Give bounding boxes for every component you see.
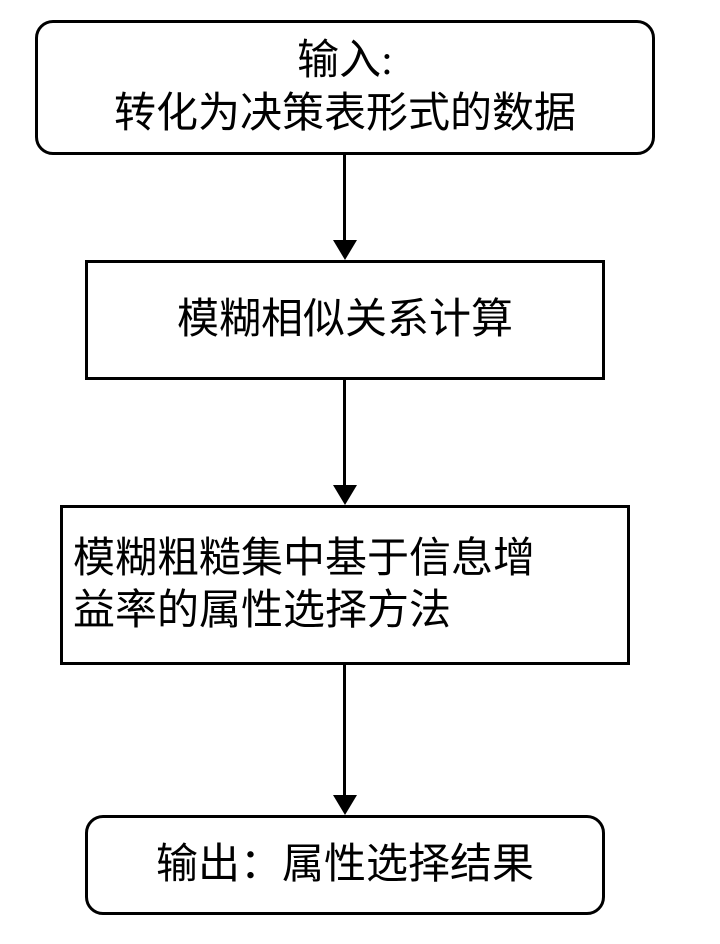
node-text-line1: 模糊粗糙集中基于信息增	[73, 533, 617, 586]
node-text-line2: 益率的属性选择方法	[73, 585, 617, 638]
node-text-line2: 转化为决策表形式的数据	[114, 88, 576, 141]
arrow-line-1	[343, 155, 346, 240]
arrow-head-3	[333, 795, 357, 815]
arrow-line-3	[343, 665, 346, 795]
flow-node-attribute-selection-method: 模糊粗糙集中基于信息增 益率的属性选择方法	[60, 505, 630, 665]
arrow-line-2	[343, 380, 346, 485]
node-text-line1: 输入:	[114, 35, 576, 88]
node-text: 输出：属性选择结果	[156, 839, 534, 892]
flowchart-canvas: 输入: 转化为决策表形式的数据 模糊相似关系计算 模糊粗糙集中基于信息增 益率的…	[0, 0, 720, 944]
flow-node-input: 输入: 转化为决策表形式的数据	[35, 20, 655, 155]
arrow-head-2	[333, 485, 357, 505]
flow-node-fuzzy-similarity: 模糊相似关系计算	[85, 260, 605, 380]
node-text: 模糊相似关系计算	[177, 294, 513, 347]
arrow-head-1	[333, 240, 357, 260]
flow-node-output: 输出：属性选择结果	[85, 815, 605, 915]
